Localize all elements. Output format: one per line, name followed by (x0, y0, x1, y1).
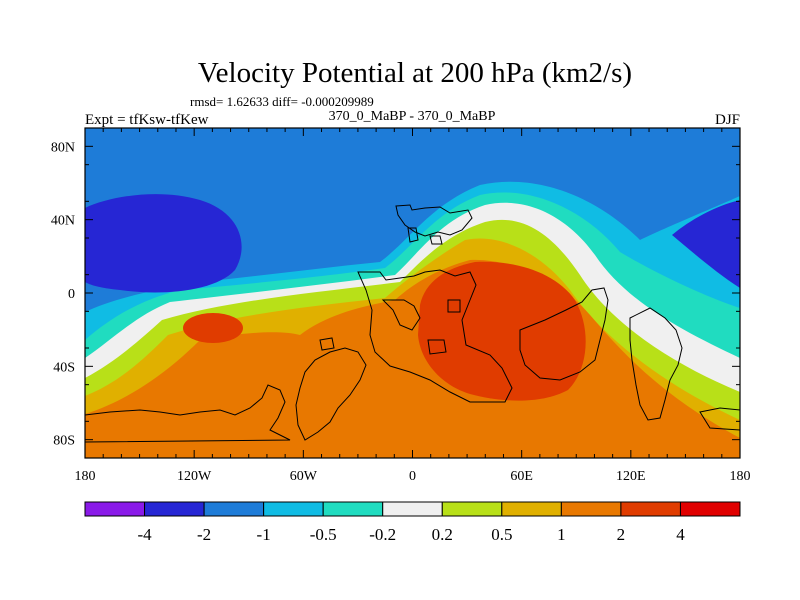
x-tick-label: 180 (75, 469, 96, 484)
coastline-eastern-landmass (519, 287, 609, 381)
period-label: 370_0_MaBP - 370_0_MaBP (329, 109, 496, 124)
colorbar-label: 0.2 (432, 525, 453, 544)
colorbar-swatch (620, 501, 681, 517)
colorbar-swatch (203, 501, 265, 517)
coastline-southwest-landmass (85, 384, 291, 443)
x-tick-label: 120W (177, 469, 212, 484)
season-label: DJF (715, 112, 740, 128)
colorbar-swatch (322, 501, 384, 517)
y-tick-label: 40S (53, 360, 75, 375)
coastline-central-lake (427, 339, 447, 355)
x-tick-label: 60W (290, 469, 318, 484)
y-tick-label: 40N (51, 214, 75, 229)
x-axis: 180 120W 60W 0 60E 120E 180 (75, 128, 751, 484)
coastline-eastern-island (629, 307, 683, 421)
coastline-central-embayment (381, 299, 421, 331)
colorbar-swatch (441, 501, 503, 517)
colorbar-swatch (501, 501, 562, 517)
coastline-island-a (407, 227, 419, 243)
x-tick-label: 0 (409, 469, 416, 484)
colorbar-swatch (382, 501, 443, 517)
colorbar-swatch (560, 501, 622, 517)
colorbar-swatch (84, 501, 146, 517)
y-tick-label: 0 (68, 287, 75, 302)
colorbar-label: -0.2 (369, 525, 396, 544)
chart-title: Velocity Potential at 200 hPa (km2/s) (198, 57, 632, 89)
colorbar-label: 2 (617, 525, 626, 544)
field-level-2-4-core (418, 261, 586, 401)
experiment-label: Expt = tfKsw-tfKew (85, 112, 209, 128)
field-level-minus2-west (85, 194, 242, 293)
coastlines (85, 204, 740, 443)
field-level-minus2-east (672, 200, 740, 288)
colorbar-label: -0.5 (310, 525, 337, 544)
coastline-far-east-fragment (699, 407, 740, 431)
chart-subtitle: rmsd= 1.62633 diff= -0.000209989 (190, 94, 374, 109)
colorbar-label: 4 (676, 525, 685, 544)
colorbar-swatch (679, 501, 741, 517)
coastline-west-island (319, 337, 335, 351)
colorbar-swatch (144, 501, 205, 517)
colorbar-label: -4 (137, 525, 152, 544)
x-tick-label: 180 (730, 469, 751, 484)
colorbar-swatch (263, 501, 324, 517)
x-tick-label: 60E (510, 469, 533, 484)
y-tick-label: 80S (53, 434, 75, 449)
colorbar-label: 1 (557, 525, 566, 544)
coastline-central-island (447, 299, 461, 313)
y-axis: 80N 40N 0 40S 80S (51, 127, 740, 459)
colorbar-label: -2 (197, 525, 211, 544)
x-tick-label: 120E (616, 469, 646, 484)
colorbar-label: 0.5 (491, 525, 512, 544)
coastline-central-landmass (357, 269, 513, 403)
coastline-southwest-peninsula (295, 347, 367, 441)
colorbar: -4 -2 -1 -0.5 -0.2 0.2 0.5 1 2 4 (84, 501, 741, 544)
coastline-island-b (429, 235, 443, 245)
field-level-2-4-west (183, 313, 243, 343)
y-tick-label: 80N (51, 140, 75, 155)
colorbar-label: -1 (257, 525, 271, 544)
